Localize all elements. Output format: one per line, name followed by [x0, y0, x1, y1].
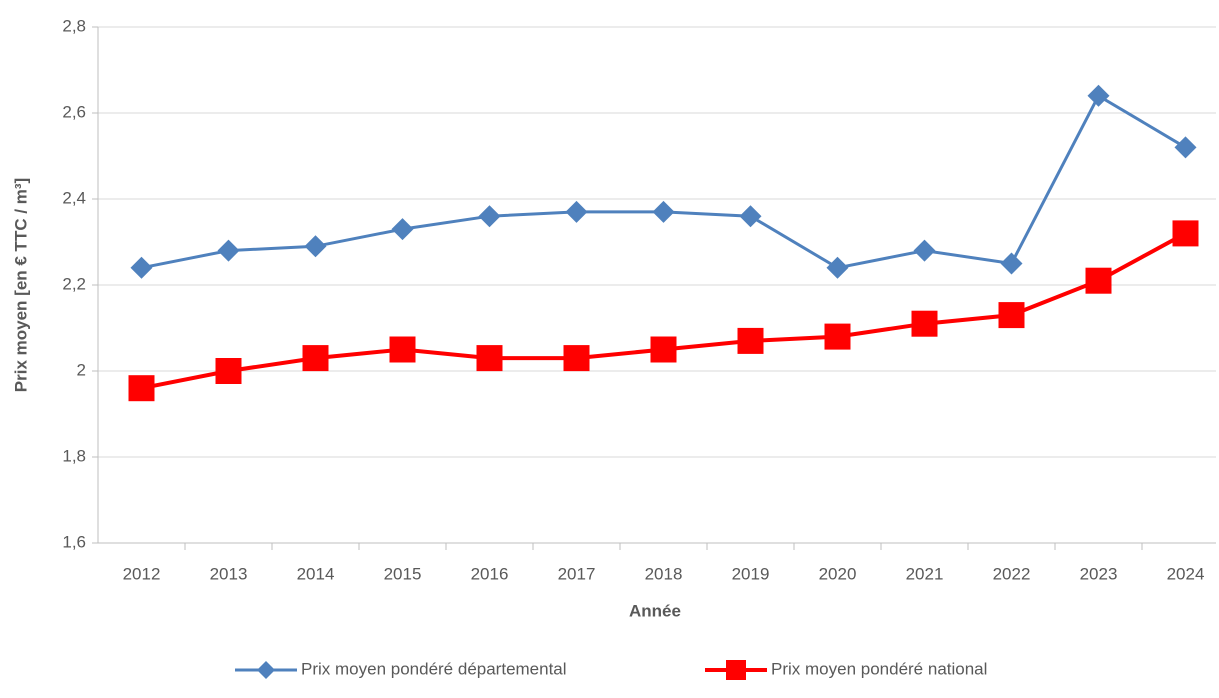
point — [911, 310, 938, 337]
point — [1172, 220, 1199, 247]
point — [215, 358, 242, 384]
point — [478, 205, 501, 228]
y-tick-label: 1,6 — [62, 532, 86, 551]
legend-marker — [726, 660, 746, 680]
point — [650, 336, 677, 363]
point — [304, 235, 327, 258]
y-axis-label: Prix moyen [en € TTC / m³] — [11, 178, 30, 392]
x-tick-label: 2014 — [297, 564, 335, 583]
x-tick-label: 2018 — [645, 564, 683, 583]
y-tick-label: 2,4 — [62, 188, 86, 207]
point — [389, 336, 416, 363]
x-tick-label: 2023 — [1080, 564, 1118, 583]
y-tick-label: 1,8 — [62, 446, 86, 465]
x-tick-label: 2012 — [123, 564, 161, 583]
legend-label: Prix moyen pondéré départemental — [301, 659, 567, 678]
x-tick-label: 2016 — [471, 564, 509, 583]
x-axis-label: Année — [629, 601, 681, 620]
point — [1087, 84, 1110, 107]
point — [739, 205, 762, 228]
y-tick-label: 2 — [77, 360, 86, 379]
y-tick-label: 2,6 — [62, 102, 86, 121]
point — [652, 200, 675, 223]
point — [391, 218, 414, 241]
point — [1174, 136, 1197, 159]
legend-marker — [257, 661, 275, 679]
y-tick-label: 2,8 — [62, 16, 86, 35]
x-tick-label: 2022 — [993, 564, 1031, 583]
legend-label: Prix moyen pondéré national — [771, 659, 987, 678]
point — [913, 239, 936, 262]
x-tick-label: 2024 — [1167, 564, 1205, 583]
point — [998, 302, 1025, 329]
x-tick-label: 2015 — [384, 564, 422, 583]
x-tick-label: 2017 — [558, 564, 596, 583]
x-tick-label: 2021 — [906, 564, 944, 583]
x-tick-label: 2013 — [210, 564, 248, 583]
point — [826, 256, 849, 279]
point — [302, 345, 329, 372]
point — [128, 375, 155, 402]
series-line — [141, 231, 1187, 391]
point — [824, 323, 851, 350]
y-tick-label: 2,2 — [62, 274, 86, 293]
point — [130, 256, 153, 279]
point — [1085, 267, 1112, 294]
point — [476, 345, 503, 372]
point — [563, 345, 590, 372]
point — [1000, 252, 1023, 275]
x-tick-label: 2020 — [819, 564, 857, 583]
point — [565, 200, 588, 223]
series-line — [141, 93, 1187, 270]
point — [217, 239, 240, 262]
point — [737, 327, 764, 354]
x-tick-label: 2019 — [732, 564, 770, 583]
